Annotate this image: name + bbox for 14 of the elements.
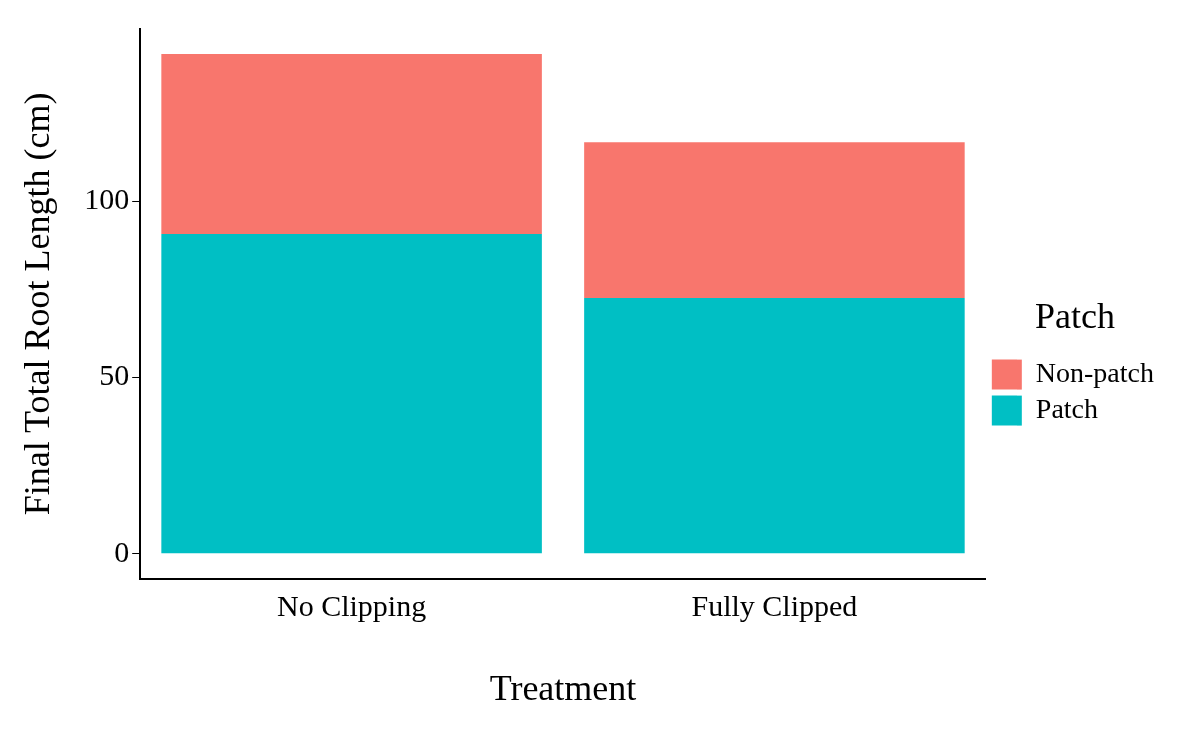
y-axis-title: Final Total Root Length (cm): [17, 92, 58, 516]
bar: [161, 54, 542, 235]
x-axis-title: Treatment: [489, 667, 637, 708]
bar: [161, 234, 542, 554]
bar: [584, 297, 965, 554]
legend-label: Non-patch: [1035, 356, 1155, 388]
y-tick-label: 50: [99, 358, 130, 392]
x-tick-label: No Clipping: [277, 588, 427, 622]
bar: [584, 142, 965, 298]
legend-title: Patch: [1034, 295, 1115, 336]
x-tick-label: Fully Clipped: [691, 588, 858, 622]
y-tick-label: 100: [84, 182, 130, 216]
y-tick-label: 0: [114, 534, 130, 568]
legend-label: Patch: [1035, 392, 1099, 424]
